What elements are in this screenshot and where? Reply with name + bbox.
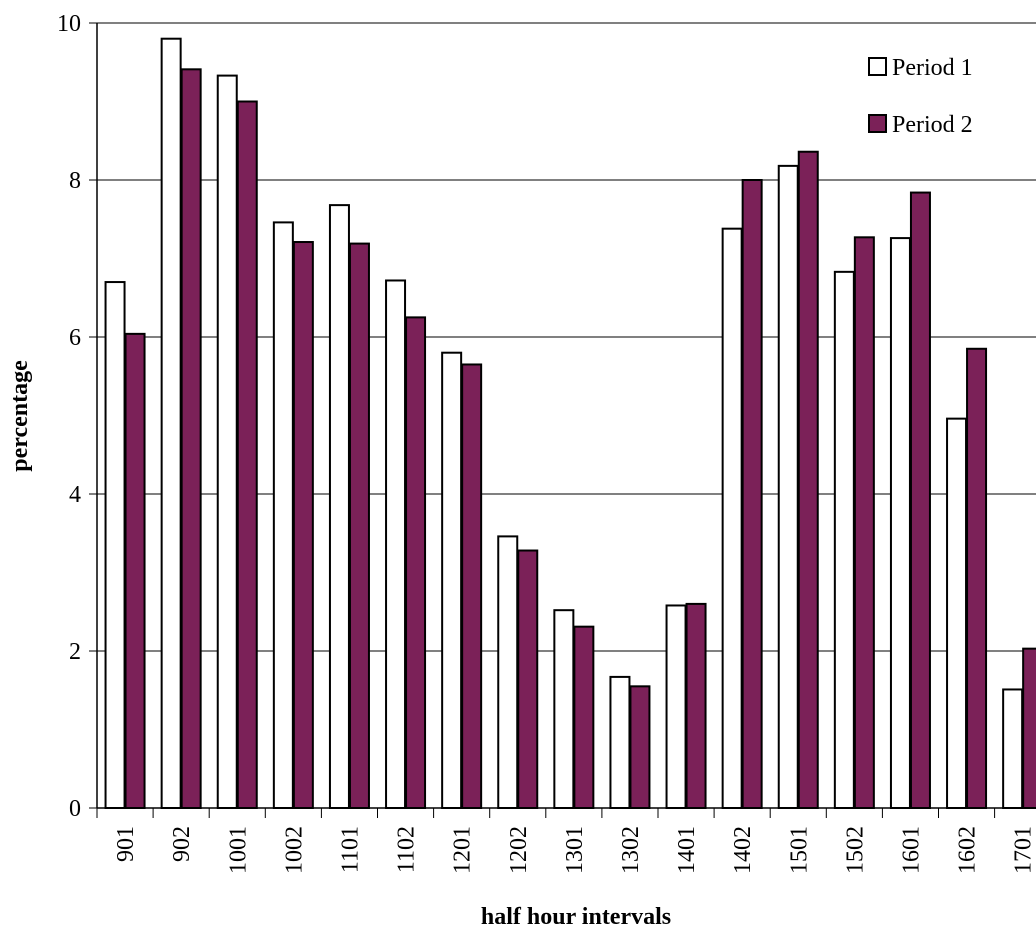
bar-period-1-1101 — [328, 204, 350, 809]
x-tick-label: 902 — [169, 826, 195, 862]
bar-period-2-1101 — [348, 242, 370, 809]
bar-period-1-1502 — [833, 270, 855, 810]
bar-period-2-1501 — [797, 150, 819, 810]
x-tick-label: 1001 — [225, 826, 251, 874]
x-tick-label: 1601 — [898, 826, 924, 874]
y-tick-label: 8 — [69, 168, 81, 194]
x-tick-labels: 901 902 1001 1002 1101 1102 1201 1202 1301 1302 14… — [113, 826, 1036, 874]
x-tick-label: 1301 — [562, 826, 588, 874]
bar-period-2-902 — [180, 68, 202, 809]
y-tick-label: 10 — [57, 11, 81, 37]
legend-label-period-2: Period 2 — [892, 112, 973, 138]
bar-period-2-901 — [124, 332, 146, 809]
x-tick-label: 1501 — [786, 826, 812, 874]
bar-period-2-1302 — [629, 685, 651, 810]
legend-swatch-period-2 — [868, 114, 887, 133]
x-tick-label: 901 — [113, 826, 139, 862]
bar-period-1-1401 — [665, 604, 687, 809]
y-axis-title: percentage — [7, 360, 33, 472]
bar-period-2-1202 — [517, 549, 539, 810]
x-tick-label: 1701 — [1011, 826, 1036, 874]
bar-period-1-1001 — [216, 74, 238, 810]
legend-swatch-period-1 — [868, 57, 887, 76]
x-axis-title: half hour intervals — [481, 904, 671, 930]
bar-period-1-902 — [160, 37, 182, 809]
x-tick-label: 1002 — [281, 826, 307, 874]
bar-period-2-1301 — [573, 625, 595, 809]
bar-period-2-1401 — [685, 602, 707, 810]
y-tick-label: 0 — [69, 796, 81, 822]
bar-period-1-901 — [104, 281, 126, 809]
y-tick-labels: 0 2 4 6 8 10 — [57, 11, 81, 822]
axes — [89, 22, 1036, 818]
bar-period-1-1602 — [946, 417, 968, 809]
legend-label-period-1: Period 1 — [892, 55, 973, 81]
y-tick-label: 2 — [69, 639, 81, 665]
bar-period-1-1402 — [721, 227, 743, 810]
bar-period-1-1501 — [777, 164, 799, 809]
bar-period-2-1601 — [909, 191, 931, 809]
y-tick-label: 4 — [69, 482, 81, 508]
bar-period-1-1301 — [553, 609, 575, 809]
x-tick-label: 1202 — [506, 826, 532, 874]
x-tick-label: 1401 — [674, 826, 700, 874]
x-tick-label: 1602 — [955, 826, 981, 874]
bar-period-2-1502 — [853, 236, 875, 809]
bar-period-2-1602 — [966, 347, 988, 809]
bar-period-2-1402 — [741, 179, 763, 809]
bar-period-1-1202 — [497, 535, 519, 809]
x-tick-label: 1502 — [842, 826, 868, 874]
x-tick-label: 1201 — [450, 826, 476, 874]
x-tick-label: 1102 — [394, 826, 420, 873]
bar-period-2-1102 — [405, 316, 427, 809]
bar-period-1-1002 — [272, 221, 294, 809]
bar-period-2-1701 — [1022, 647, 1036, 810]
x-tick-label: 1302 — [618, 826, 644, 874]
y-tick-label: 6 — [69, 325, 81, 351]
bar-period-1-1102 — [385, 279, 407, 810]
x-tick-label: 1402 — [730, 826, 756, 874]
bar-period-2-1001 — [236, 100, 258, 809]
x-tick-label: 1101 — [337, 826, 363, 873]
bar-period-1-1701 — [1002, 688, 1024, 810]
bar-period-1-1302 — [609, 675, 631, 810]
legend: Period 1 Period 2 — [868, 55, 973, 138]
bar-period-1-1201 — [441, 351, 463, 809]
bar-period-1-1601 — [889, 237, 911, 809]
bar-period-2-1002 — [292, 241, 314, 809]
bars — [104, 37, 1036, 810]
bar-period-2-1201 — [461, 363, 483, 809]
